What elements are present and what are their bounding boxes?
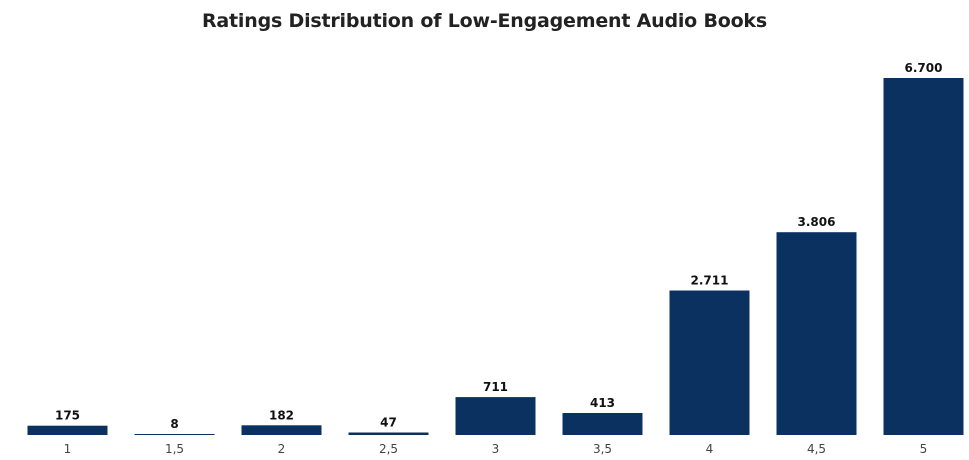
x-tick-label-1-5: 1,5 [165, 442, 184, 456]
bar-3 [455, 397, 536, 435]
value-label-3-5: 413 [590, 396, 615, 410]
x-tick-label-5: 5 [920, 442, 928, 456]
value-labels-layer: 175 8 182 47 711 413 2.711 3.806 6.700 [55, 61, 943, 431]
bar-2-5 [348, 432, 429, 435]
value-label-1-5: 8 [170, 417, 178, 431]
value-label-2: 182 [269, 408, 294, 422]
x-tick-label-4: 4 [706, 442, 714, 456]
bar-4 [669, 290, 750, 435]
value-label-5: 6.700 [905, 61, 943, 75]
chart-title: Ratings Distribution of Low-Engagement A… [202, 10, 767, 32]
value-label-4: 2.711 [691, 274, 729, 288]
value-label-2-5: 47 [380, 416, 397, 430]
value-label-4-5: 3.806 [798, 215, 836, 229]
value-label-3: 711 [483, 380, 508, 394]
x-tick-label-2: 2 [278, 442, 286, 456]
x-tick-label-3-5: 3,5 [593, 442, 612, 456]
x-tick-label-3: 3 [492, 442, 500, 456]
bar-1 [27, 425, 108, 435]
bar-2 [241, 425, 322, 435]
bar-1-5 [134, 434, 215, 435]
x-axis-ticks: 1 1,5 2 2,5 3 3,5 4 4,5 5 [64, 442, 928, 456]
bars-layer [27, 78, 964, 435]
value-label-1: 175 [55, 409, 80, 423]
x-tick-label-2-5: 2,5 [379, 442, 398, 456]
bar-5 [883, 78, 964, 435]
bar-4-5 [776, 232, 857, 435]
x-tick-label-1: 1 [64, 442, 72, 456]
bar-3-5 [562, 413, 643, 435]
x-tick-label-4-5: 4,5 [807, 442, 826, 456]
